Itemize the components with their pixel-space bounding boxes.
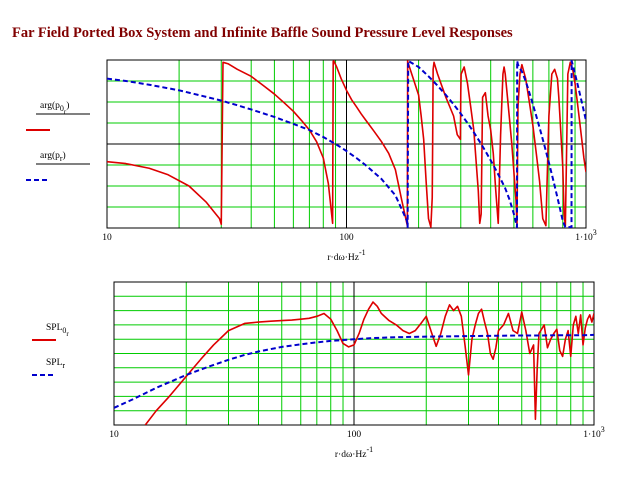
chart-title: Far Field Ported Box System and Infinite… bbox=[12, 25, 513, 41]
legend-entry-red: SPL0r bbox=[32, 323, 69, 341]
legend-label: arg(p0r) bbox=[40, 100, 69, 116]
x-axis-label: r·dω·Hz-1 bbox=[335, 445, 373, 460]
spl-chart: 10 100 1·103 r·dω·Hz-1 SPL0r SPLr bbox=[32, 281, 605, 460]
series-line-blue bbox=[107, 60, 586, 228]
legend-entry-blue: SPLr bbox=[32, 358, 65, 376]
series-line-red bbox=[107, 60, 586, 228]
series-group bbox=[114, 301, 594, 425]
phase-chart: 10 100 1·103 r·dω·Hz-1 arg(p0r) arg(pr) bbox=[26, 59, 597, 263]
plot-frame bbox=[113, 281, 595, 426]
x-tick-label: 10 bbox=[109, 430, 119, 440]
legend-label: SPL0r bbox=[46, 323, 69, 338]
x-tick-label: 1·103 bbox=[575, 228, 596, 243]
x-tick-label: 1·103 bbox=[583, 425, 604, 440]
legend-label: SPLr bbox=[46, 358, 65, 370]
series-group bbox=[107, 60, 586, 228]
x-tick-label: 100 bbox=[347, 430, 362, 440]
plot-frame bbox=[106, 59, 587, 229]
x-tick-label: 10 bbox=[102, 233, 112, 243]
x-axis-label: r·dω·Hz-1 bbox=[327, 248, 365, 263]
legend-label: arg(pr) bbox=[40, 150, 66, 163]
legend-entry-blue: arg(pr) bbox=[26, 150, 90, 181]
series-line-red bbox=[144, 301, 594, 425]
series-line-blue bbox=[114, 333, 594, 409]
x-tick-label: 100 bbox=[339, 233, 354, 243]
legend-entry-red: arg(p0r) bbox=[26, 100, 90, 131]
